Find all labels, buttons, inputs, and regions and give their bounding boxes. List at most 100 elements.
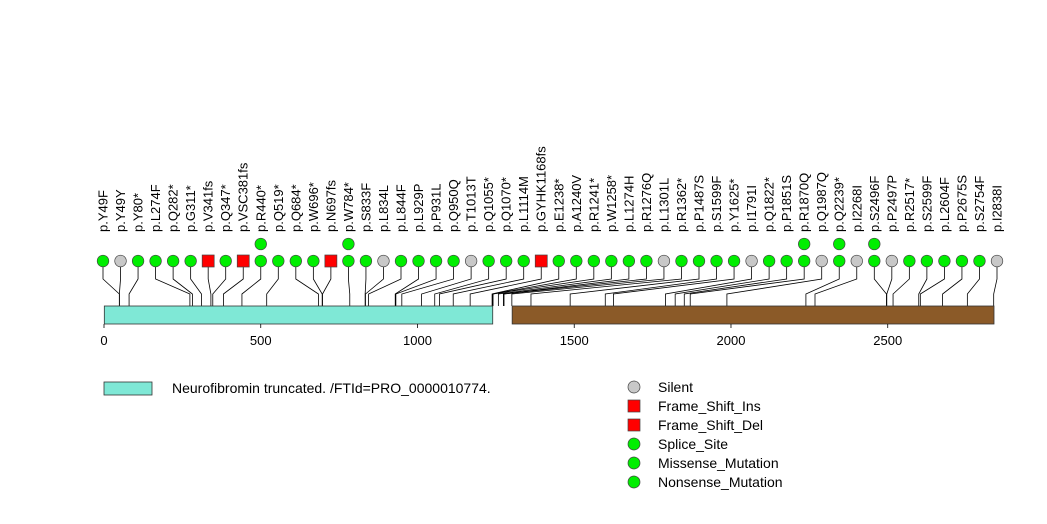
mutation-marker-circle: [464, 254, 478, 268]
mutation-label: p.Q347*: [218, 184, 233, 232]
mutation-marker-circle: [798, 254, 811, 268]
mutation-label: p.Q1987Q: [814, 172, 829, 232]
mutation-label: p.A1240V: [569, 175, 584, 232]
mutation-marker-circle: [166, 254, 180, 268]
protein-domain: [511, 305, 995, 325]
legend-mutation-label: Frame_Shift_Del: [658, 417, 763, 433]
mutation-stem: [394, 266, 419, 306]
mutation-stem: [689, 266, 805, 306]
mutation-marker-circle: [973, 254, 986, 268]
mutation-stem: [401, 266, 454, 306]
mutation-marker-circle: [815, 254, 828, 268]
mutation-marker-circle: [622, 254, 636, 268]
mutation-stem: [511, 266, 665, 306]
mutation-marker-circle: [798, 237, 811, 251]
x-tick-label: 1000: [403, 333, 432, 348]
mutation-marker-circle: [640, 254, 653, 268]
mutation-label: p.R1362*: [674, 178, 689, 232]
mutation-label: p.Y49F: [96, 190, 111, 232]
mutation-stem: [886, 266, 893, 306]
mutation-stem: [190, 266, 202, 306]
mutation-label: p.Y80*: [131, 193, 146, 232]
legend-mutation-label: Missense_Mutation: [658, 455, 779, 471]
legend: Neurofibromin truncated. /FTId=PRO_00000…: [103, 379, 783, 490]
mutation-label: p.L1114M: [516, 176, 531, 232]
mutation-stem: [805, 266, 840, 306]
mutation-stem: [604, 266, 717, 306]
mutation-marker-circle: [833, 254, 846, 268]
mutation-stem: [223, 266, 244, 306]
legend-marker-circle: [627, 475, 641, 489]
x-tick-label: 500: [250, 333, 272, 348]
mutation-label: p.W1258*: [604, 175, 619, 232]
mutation-stem: [266, 266, 279, 306]
mutation-label: p.Q282*: [166, 184, 181, 232]
mutation-marker-circle: [114, 254, 127, 268]
mutation-label: p.S2599F: [919, 176, 934, 232]
mutation-stem: [492, 266, 595, 306]
mutation-label: p.Q2239*: [832, 177, 847, 232]
mutation-marker-circle: [990, 254, 1004, 268]
mutation-label: p.I2838I: [990, 185, 1005, 232]
mutation-marker-circle: [710, 254, 723, 268]
mutation-stem: [172, 266, 193, 306]
mutation-marker-circle: [955, 254, 969, 268]
mutation-label: p.R1241*: [586, 178, 601, 232]
mutation-stem: [312, 266, 323, 306]
x-axis: 0 500 1000 1500 2000 2500: [100, 324, 902, 348]
mutation-marker-circle: [96, 254, 110, 268]
mutation-stem: [155, 266, 191, 306]
mutation-label: p.R440*: [253, 185, 268, 232]
mutation-stem: [491, 266, 560, 306]
mutation-label: p.L2604F: [937, 177, 952, 232]
mutation-marker-square: [201, 254, 215, 268]
legend-mutation-label: Silent: [658, 379, 693, 395]
mutation-stem: [421, 266, 472, 306]
mutation-marker-circle: [675, 254, 688, 268]
mutation-label: p.Q1055*: [481, 177, 496, 232]
mutation-marker-circle: [587, 254, 600, 268]
mutation-stem: [569, 266, 700, 306]
mutation-stem: [434, 266, 490, 306]
mutation-marker-circle: [342, 254, 355, 268]
mutation-label: p.E1238*: [551, 179, 566, 233]
mutation-label: p.S2496F: [867, 176, 882, 232]
mutation-label: p.W784*: [341, 182, 356, 232]
mutation-marker-square: [534, 254, 548, 268]
protein-track: [103, 305, 995, 325]
mutation-marker-circle: [184, 254, 197, 268]
mutation-marker-circle: [412, 254, 425, 268]
mutation-marker-circle: [727, 254, 741, 268]
mutation-label: p.GYHK1168fs: [534, 146, 549, 232]
mutation-label: p.L834L: [376, 185, 391, 232]
mutation-marker-circle: [552, 254, 565, 268]
mutation-label: p.R1276Q: [639, 173, 654, 232]
mutation-label: p.Q1070*: [499, 177, 514, 232]
mutation-marker-circle: [762, 254, 776, 268]
mutation-stem: [128, 266, 139, 306]
mutation-marker-circle: [903, 254, 916, 268]
mutation-label: p.S2754F: [972, 176, 987, 232]
mutation-label: p.Y49Y: [113, 189, 128, 232]
mutation-marker-circle: [885, 254, 898, 268]
mutation-label: p.I1791I: [744, 185, 759, 232]
mutation-stem: [814, 266, 858, 306]
mutation-label: p.T1013T: [464, 176, 479, 232]
legend-mutation-label: Splice_Site: [658, 436, 728, 452]
mutation-marker-circle: [342, 237, 355, 251]
mutation-label: p.P931L: [429, 184, 444, 232]
mutation-stem: [665, 266, 752, 306]
legend-marker-circle: [627, 437, 641, 451]
legend-marker-circle: [627, 380, 641, 394]
mutation-stem: [368, 266, 402, 306]
mutation-label: p.P2675S: [954, 175, 969, 232]
mutation-stem: [365, 266, 384, 306]
mutation-label: p.S833F: [358, 183, 373, 232]
mutation-label: p.W696*: [306, 182, 321, 232]
mutation-stem: [295, 266, 319, 306]
mutation-stem: [918, 266, 928, 306]
mutation-label: p.P1487S: [692, 175, 707, 232]
mutation-marker-square: [236, 254, 250, 268]
mutation-stem: [322, 266, 332, 306]
